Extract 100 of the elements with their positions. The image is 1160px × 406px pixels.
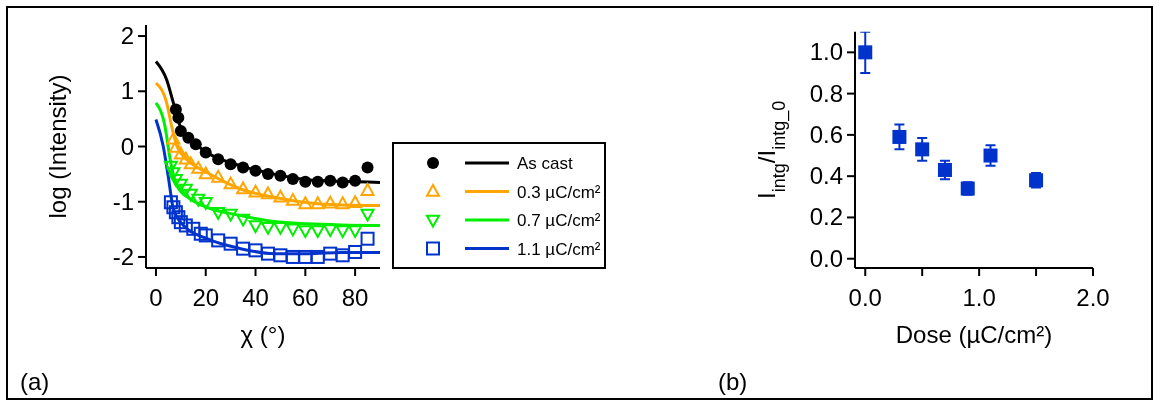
point [191,160,206,174]
point [311,175,324,188]
y-tick-label: 0.4 [809,162,843,190]
x-axis-title: Dose (µC/cm²) [895,321,1053,348]
point [298,225,313,239]
point [166,200,181,215]
point [168,173,183,187]
point [360,208,375,222]
point [335,196,350,210]
legend-label: 0.3 µC/cm² [517,182,601,202]
y-tick-label: 0 [120,132,134,160]
point [178,151,193,165]
point [198,166,213,180]
point [285,193,300,206]
y-tick-label: 2 [120,22,134,50]
x-tick-label: 40 [242,284,269,311]
point [223,176,238,190]
point [199,146,212,159]
x-axis-title: χ (°) [240,321,286,348]
point [189,138,202,151]
point [310,196,325,210]
point [191,193,206,207]
point [336,176,349,189]
point [323,246,338,261]
point [298,249,313,264]
point [211,233,226,248]
x-tick-label: 60 [291,284,319,311]
point [285,223,300,237]
point [237,161,250,174]
y-tick-label: 0.8 [809,79,843,107]
point [211,207,226,220]
point [348,225,363,239]
point [349,174,362,187]
point [348,195,363,209]
point [248,243,263,258]
y-tick-label: 1.0 [809,38,843,66]
point [285,249,300,264]
legend-label: 0.7 µC/cm² [517,211,601,230]
point [198,228,213,243]
point [335,225,350,239]
point [212,153,225,166]
x-tick-label: 1.0 [962,284,996,311]
point [273,221,288,235]
x-tick-label: 0 [149,284,163,311]
x-tick-label: 20 [192,284,220,311]
point [858,45,873,60]
point [193,226,208,241]
y-tick-label: 0.6 [809,120,843,148]
point [324,174,337,187]
point [168,140,183,153]
point [274,169,287,182]
y-axis-title: log (Intensity) [44,74,71,219]
point [183,156,198,170]
y-tick-label: -2 [112,242,134,270]
point [892,129,907,144]
point [236,213,251,227]
point [236,181,251,195]
point [173,215,188,230]
point [178,183,193,197]
point [361,161,374,174]
point [360,183,375,196]
point [166,167,181,181]
point [260,221,275,235]
point [249,164,262,177]
point [348,244,363,259]
y-tick-label: -1 [112,187,134,215]
line-series [154,81,380,208]
point [286,173,299,186]
text: (a) [20,368,50,395]
point [360,231,375,246]
point [323,224,338,237]
legend-label: As cast [517,154,574,173]
y-tick-label: 1 [120,77,134,105]
point [983,148,998,163]
point [236,241,251,256]
point [298,196,313,210]
point [260,186,275,200]
point [173,146,188,160]
point [173,178,188,192]
point [224,158,237,171]
point [186,221,201,236]
x-tick-label: 2.0 [1076,284,1110,311]
point [260,246,275,261]
point [248,220,263,234]
point [163,195,178,210]
point [273,189,288,203]
point [299,175,312,188]
point [223,208,238,222]
point [335,248,350,263]
point [310,225,325,239]
point [323,195,338,209]
y-tick-label: 0.0 [809,244,843,272]
point [168,205,183,220]
point [183,188,198,202]
point [248,184,263,198]
x-tick-label: 80 [341,284,369,311]
legend-label: 1.1 µC/cm² [517,239,601,259]
point [166,131,181,145]
point [223,236,238,251]
point [273,248,288,263]
